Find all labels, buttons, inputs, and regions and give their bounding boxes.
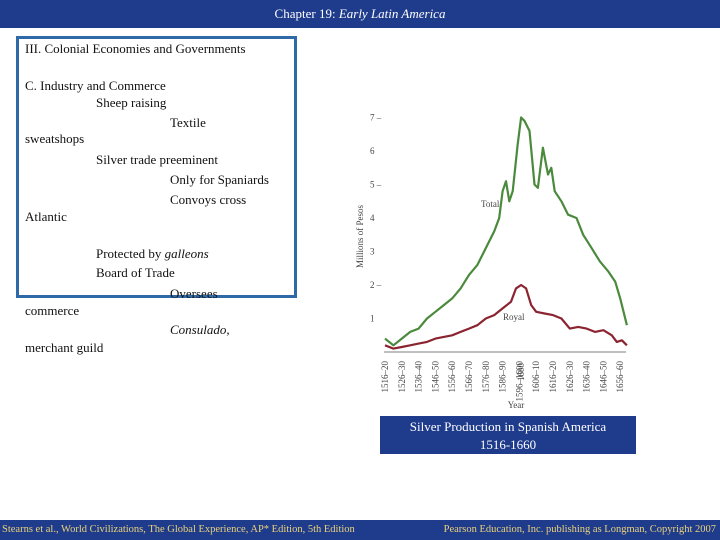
outline-line: commerce — [25, 303, 80, 318]
x-tick-label: 1596–1600 — [514, 361, 524, 402]
series-line-royal — [384, 283, 628, 350]
y-tick-label: 6 — [370, 146, 375, 156]
y-tick-label: 4 — [370, 213, 375, 223]
outline-line: Oversees — [170, 286, 218, 301]
series-lines — [384, 116, 628, 350]
outline-line: Board of Trade — [96, 265, 175, 280]
outline-line: Silver trade preeminent — [96, 152, 219, 167]
footer-bar: Stearns et al., World Civilizations, The… — [0, 520, 720, 540]
outline-italic: galleons — [164, 246, 209, 261]
outline-line: sweatshops — [25, 131, 85, 146]
outline-line: Convoys cross — [170, 192, 247, 207]
y-axis-title: Millions of Pesos — [355, 204, 365, 268]
outline-line: Consulado, — [170, 322, 230, 338]
series-line-total — [384, 116, 628, 347]
outline-text: Protected by — [96, 246, 162, 261]
outline-border — [16, 36, 297, 298]
outline-italic: Consulado — [170, 322, 227, 337]
chart-caption: Silver Production in Spanish America 151… — [380, 416, 636, 454]
outline-line: merchant guild — [25, 340, 104, 355]
outline-section: C. Industry and Commerce — [25, 78, 166, 93]
y-tick-label: 2 – — [370, 280, 382, 290]
x-tick-label: 1566–70 — [464, 361, 474, 393]
x-tick-label: 1526–30 — [397, 361, 407, 393]
x-tick-labels: 1516–20 1526–30 1536–40 1546–50 1556–60 1566–… — [380, 361, 625, 402]
x-tick-label: 1636–40 — [582, 361, 592, 393]
x-tick-label: 1626–30 — [565, 361, 575, 393]
chapter-title: Early Latin America — [338, 6, 446, 21]
chapter-header: Chapter 19: Early Latin America — [0, 0, 720, 28]
y-tick-labels: 1 2 – 3 4 5 – 6 7 – — [370, 113, 382, 324]
x-tick-label: 1646–50 — [598, 361, 608, 393]
outline-line: Protected by galleons — [96, 246, 209, 262]
x-tick-label: 1576–80 — [481, 361, 491, 393]
series-label-total: Total — [481, 199, 500, 209]
x-tick-label: 1516–20 — [380, 361, 390, 393]
outline-text: , — [226, 322, 230, 337]
y-tick-label: 5 – — [370, 180, 382, 190]
x-tick-label: 1546–50 — [430, 361, 440, 393]
x-tick-label: 1656–60 — [615, 361, 625, 393]
caption-line-1: Silver Production in Spanish America — [409, 419, 607, 434]
x-tick-label: 1586–90 — [498, 361, 508, 393]
outline-line: Only for Spaniards — [170, 172, 269, 187]
footer-copyright: Pearson Education, Inc. publishing as Lo… — [443, 524, 716, 535]
chapter-prefix: Chapter 19: — [274, 6, 339, 21]
footer-citation: Stearns et al., World Civilizations, The… — [2, 524, 355, 535]
x-axis-marker: 1600 — [516, 363, 526, 382]
y-tick-label: 3 — [370, 247, 375, 257]
x-tick-label: 1606–10 — [531, 361, 541, 393]
outline-heading: III. Colonial Economies and Governments — [25, 41, 246, 56]
outline-line: Sheep raising — [96, 95, 167, 110]
x-tick-label: 1536–40 — [414, 361, 424, 393]
x-tick-label: 1616–20 — [548, 361, 558, 393]
caption-line-2: 1516-1660 — [479, 437, 537, 452]
y-tick-label: 7 – — [370, 113, 382, 123]
y-tick-label: 1 — [370, 314, 375, 324]
series-label-royal: Royal — [503, 312, 525, 322]
outline-line: Textile — [170, 115, 206, 130]
x-axis-title: Year — [508, 400, 525, 410]
outline-line: Atlantic — [25, 209, 67, 224]
x-tick-label: 1556–60 — [447, 361, 457, 393]
